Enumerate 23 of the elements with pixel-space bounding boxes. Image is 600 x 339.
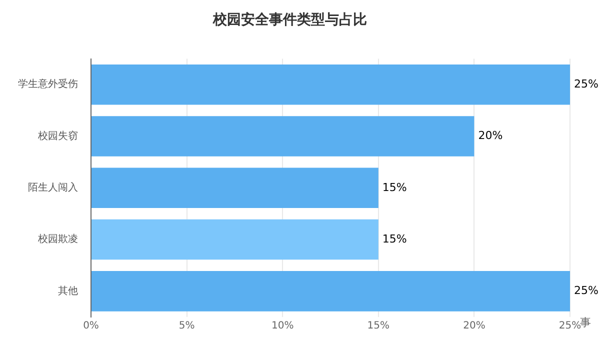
y-tick-label: 校园失窃: [37, 130, 78, 142]
data-label: 15%: [382, 180, 407, 194]
bar: [92, 116, 474, 156]
data-label: 15%: [382, 232, 407, 246]
data-label: 25%: [574, 77, 598, 90]
x-axis-title: 事: [580, 316, 591, 329]
y-tick-label: 学生意外受伤: [18, 78, 78, 90]
bar: [92, 271, 570, 312]
data-label: 20%: [478, 129, 503, 142]
y-tick-label: 其他: [58, 284, 78, 297]
x-tick-label: 10%: [271, 320, 294, 332]
x-tick-label: 15%: [367, 320, 390, 332]
y-tick-label: 校园欺凌: [37, 233, 78, 246]
chart-title: 校园安全事件类型与占比: [212, 11, 367, 28]
x-tick-label: 25%: [558, 320, 582, 332]
y-tick-label: 陌生人闯入: [28, 181, 78, 194]
bar: [92, 168, 378, 208]
x-tick-label: 5%: [178, 320, 195, 332]
bar: [92, 64, 570, 105]
bar: [92, 219, 378, 260]
x-tick-label: 0%: [83, 320, 99, 332]
x-tick-label: 20%: [463, 320, 486, 332]
data-label: 25%: [574, 284, 598, 298]
